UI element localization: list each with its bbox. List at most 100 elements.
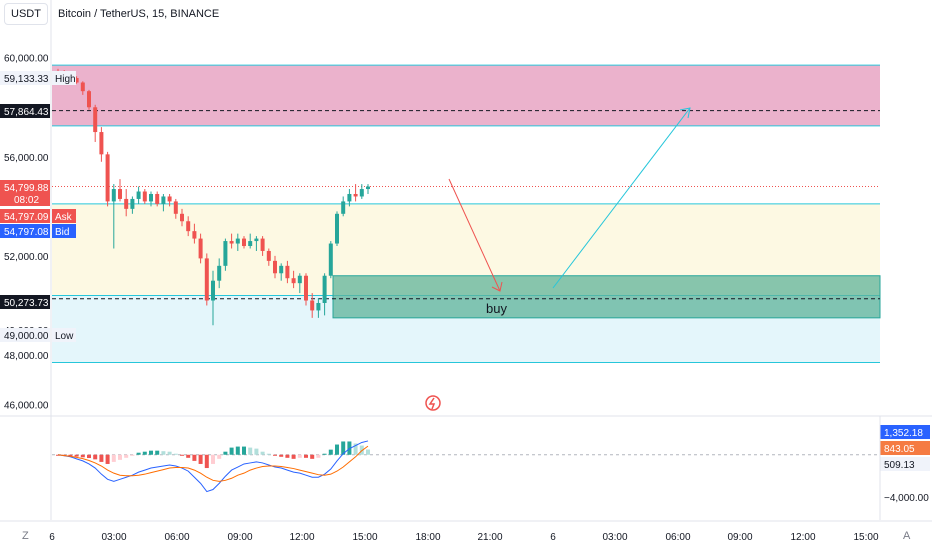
candle-body <box>341 201 346 214</box>
flash-icon <box>425 395 441 411</box>
candle-body <box>80 82 85 92</box>
candle-body <box>211 280 215 301</box>
candle-body <box>248 241 253 247</box>
macd-histogram-bar <box>235 446 240 455</box>
up-arrow <box>552 107 691 289</box>
time-tick-label: 09:00 <box>227 532 252 543</box>
macd-histogram-bar <box>310 454 315 459</box>
macd-histogram-bar <box>366 449 370 455</box>
candle-body <box>173 201 178 214</box>
candle-body <box>180 213 184 222</box>
macd-histogram-bar <box>266 453 271 455</box>
macd-histogram-bar <box>279 454 284 457</box>
price-label-bg <box>0 71 50 85</box>
macd-histogram-bar <box>328 449 333 455</box>
time-tick-label: 6 <box>49 532 55 543</box>
time-tick-label: 15:00 <box>853 532 878 543</box>
candle-body <box>335 213 339 244</box>
price-label: 57,864.43 <box>4 107 49 118</box>
candle-body <box>167 196 172 202</box>
price-label-bg <box>0 328 50 342</box>
macd-axis-label: 509.13 <box>884 460 915 471</box>
candle-body <box>124 198 129 209</box>
candle-body <box>359 189 364 197</box>
candle-body <box>353 193 358 197</box>
macd-histogram-bar <box>68 454 73 456</box>
macd-histogram-bar <box>211 454 215 464</box>
price-tag: Bid <box>55 227 69 238</box>
candle-body <box>229 241 234 244</box>
candle-body <box>105 154 110 202</box>
candle-body <box>111 189 116 202</box>
candle-body <box>93 107 98 133</box>
auto-scale-left-button[interactable]: Z <box>22 530 29 542</box>
candle-body <box>310 300 315 311</box>
price-tag-bg <box>52 71 76 85</box>
macd-histogram-bar <box>198 454 203 464</box>
price-tick-label: 46,000.00 <box>4 401 49 412</box>
macd-histogram-bar <box>99 454 104 462</box>
candle-body <box>87 91 91 108</box>
price-tag-bg <box>52 224 76 238</box>
macd-histogram-bar <box>217 454 222 459</box>
currency-button[interactable]: USDT <box>4 3 48 25</box>
macd-histogram-bar <box>161 451 166 455</box>
macd-histogram-bar <box>304 454 308 458</box>
candle-body <box>279 265 284 274</box>
buy-zone <box>332 275 881 319</box>
macd-line <box>57 440 369 493</box>
candle-body <box>204 258 209 301</box>
candle-body <box>99 132 104 155</box>
time-tick-label: 03:00 <box>101 532 126 543</box>
candle-body <box>304 275 308 301</box>
price-tick-label: 48,000.00 <box>4 351 49 362</box>
candle-body <box>328 243 333 276</box>
candle-body <box>291 278 296 284</box>
macd-histogram-bar <box>322 453 327 455</box>
auto-scale-right-button[interactable]: A <box>903 530 911 542</box>
macd-histogram-bar <box>273 454 277 456</box>
time-tick-label: 18:00 <box>415 532 440 543</box>
macd-histogram-bar <box>111 454 116 462</box>
price-label-bg <box>0 180 50 206</box>
candle-body <box>322 275 327 303</box>
macd-histogram-bar <box>248 447 253 455</box>
countdown-label: 08:02 <box>14 195 39 206</box>
macd-axis-label-bg <box>880 441 930 455</box>
macd-histogram-bar <box>186 454 191 458</box>
macd-histogram-bar <box>155 450 160 455</box>
macd-histogram-bar <box>316 454 321 458</box>
macd-axis-label: −4,000.00 <box>884 493 929 504</box>
price-label-bg <box>0 295 50 309</box>
macd-histogram-bar <box>254 448 259 455</box>
price-tick-label: 56,000.00 <box>4 153 49 164</box>
macd-histogram-bar <box>130 454 135 456</box>
candle-body <box>297 275 302 284</box>
price-tag: Ask <box>55 212 73 223</box>
price-tag-bg <box>52 209 76 223</box>
buy-label: buy <box>486 301 507 316</box>
candle-body <box>118 189 122 199</box>
price-label: 59,133.33 <box>4 74 49 85</box>
macd-axis-label: 843.05 <box>884 444 915 455</box>
time-tick-label: 15:00 <box>352 532 377 543</box>
price-label: 49,000.00 <box>4 331 49 342</box>
price-label-bg <box>0 209 50 223</box>
macd-histogram-bar <box>335 444 339 455</box>
time-tick-label: 12:00 <box>790 532 815 543</box>
macd-histogram-bar <box>341 441 346 455</box>
price-tag: High <box>55 74 76 85</box>
candle-body <box>223 241 228 266</box>
resistance-zone <box>52 65 880 126</box>
candle-body <box>254 238 259 242</box>
price-label-bg <box>0 104 50 118</box>
time-tick-label: 21:00 <box>477 532 502 543</box>
candle-body <box>186 221 191 232</box>
macd-axis-label: 1,352.18 <box>884 428 923 439</box>
candle-body <box>285 265 290 279</box>
down-arrow-head <box>491 281 503 292</box>
candle-body <box>316 302 321 311</box>
price-tag: Low <box>55 331 74 342</box>
